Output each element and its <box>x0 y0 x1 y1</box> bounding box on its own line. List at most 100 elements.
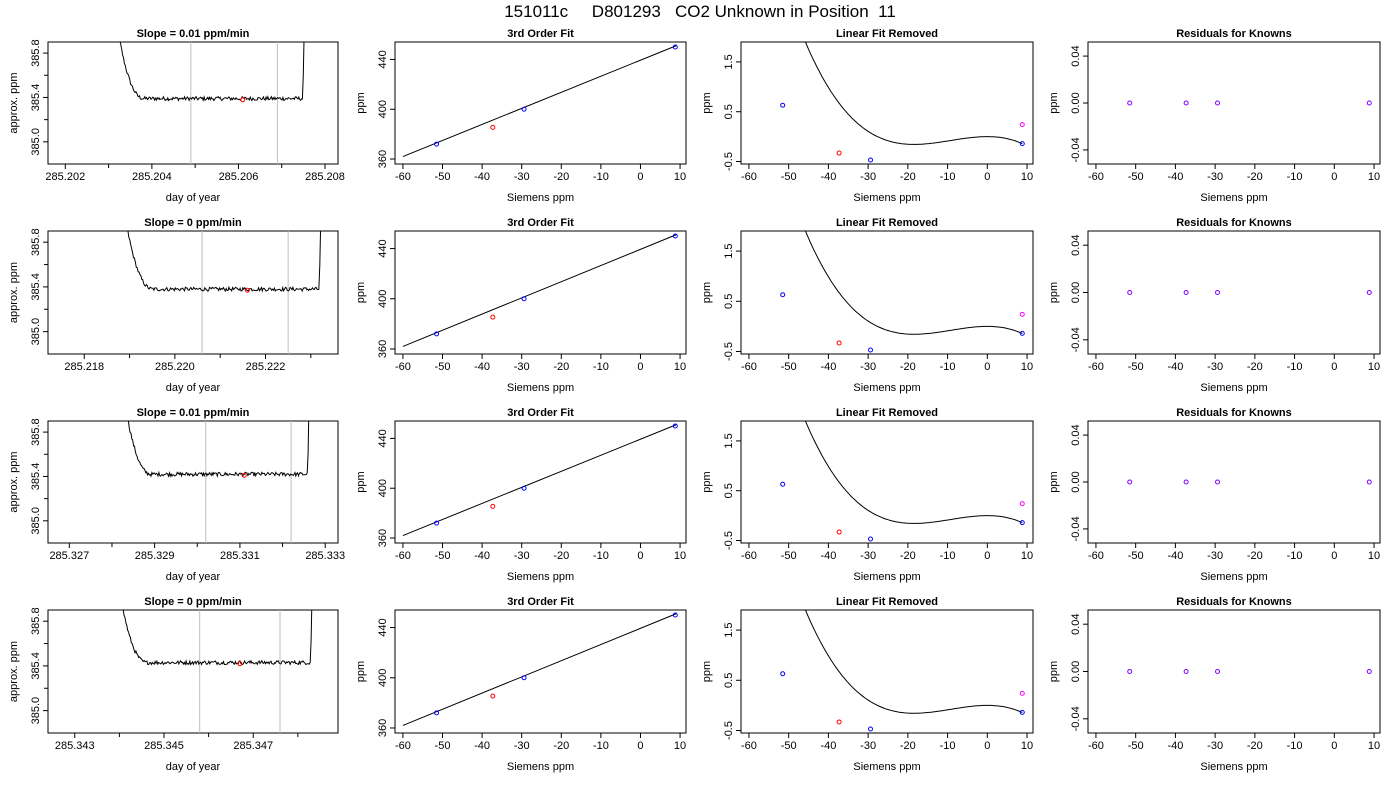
x-tick-label: -60 <box>1088 171 1104 183</box>
x-tick-label: -20 <box>900 740 916 752</box>
y-tick-label: 400 <box>377 669 389 687</box>
y-tick-label: 400 <box>377 290 389 308</box>
x-tick-label: 285.218 <box>64 361 104 373</box>
residual-point <box>1215 100 1221 106</box>
x-axis-label: Siemens ppm <box>507 382 574 394</box>
panel-title: Residuals for Knowns <box>1176 407 1292 419</box>
x-tick-label: -40 <box>820 171 836 183</box>
x-axis-label: Siemens ppm <box>507 761 574 773</box>
x-tick-label: -20 <box>1247 740 1263 752</box>
x-tick-label: -60 <box>741 171 757 183</box>
x-tick-label: -30 <box>514 550 530 562</box>
panel-frame <box>740 609 1034 734</box>
panel-frame <box>47 609 339 734</box>
y-tick-label: 0.00 <box>1070 661 1082 682</box>
x-axis-label: day of year <box>166 192 221 204</box>
mean-point <box>241 472 247 478</box>
y-tick-label: -0.5 <box>723 342 735 361</box>
fit-line <box>402 613 677 726</box>
y-tick-label: 440 <box>377 618 389 636</box>
x-tick-label: -30 <box>1207 171 1223 183</box>
fit-line <box>402 234 677 347</box>
known-point <box>868 726 874 732</box>
x-tick-label: -30 <box>514 171 530 183</box>
fit-line <box>402 424 677 536</box>
x-tick-label: 10 <box>1021 361 1033 373</box>
unknown-point <box>490 693 496 699</box>
residual-point <box>1127 479 1133 485</box>
known-point <box>868 157 874 163</box>
x-tick-label: -60 <box>395 361 411 373</box>
y-tick-label: -0.04 <box>1070 137 1082 162</box>
x-tick-label: -40 <box>1167 550 1183 562</box>
panel-title: Linear Fit Removed <box>836 596 938 608</box>
unknown-point <box>836 150 842 156</box>
x-axis-label: day of year <box>166 382 221 394</box>
y-axis-label: ppm <box>355 92 367 113</box>
mean-point <box>240 97 246 103</box>
x-tick-label: 0 <box>984 550 990 562</box>
x-axis-label: Siemens ppm <box>1200 192 1267 204</box>
y-axis-label: ppm <box>1048 471 1060 492</box>
y-axis-label: ppm <box>701 282 713 303</box>
x-tick-label: 285.206 <box>219 171 259 183</box>
y-tick-label: 0.5 <box>723 673 735 688</box>
panel-title: 3rd Order Fit <box>507 217 574 229</box>
x-axis-label: day of year <box>166 571 221 583</box>
y-tick-label: 385.8 <box>30 228 42 256</box>
x-tick-label: -40 <box>474 740 490 752</box>
x-tick-label: 285.345 <box>144 740 184 752</box>
y-tick-label: -0.04 <box>1070 516 1082 541</box>
x-tick-label: -10 <box>593 550 609 562</box>
x-tick-label: -60 <box>741 361 757 373</box>
known-point <box>1019 330 1025 336</box>
x-tick-label: 0 <box>637 550 643 562</box>
residual-point <box>1127 669 1133 674</box>
known-point <box>1019 520 1025 526</box>
panel-frame <box>394 609 687 734</box>
y-tick-label: 1.5 <box>723 54 735 69</box>
x-tick-label: 285.222 <box>246 361 286 373</box>
unknown-point <box>836 340 842 346</box>
y-tick-label: 385.0 <box>30 697 42 725</box>
x-axis-label: Siemens ppm <box>1200 382 1267 394</box>
y-tick-label: 0.04 <box>1070 234 1082 255</box>
known-point <box>672 44 678 50</box>
x-tick-label: -30 <box>1207 550 1223 562</box>
y-tick-label: -0.04 <box>1070 706 1082 731</box>
y-tick-label: 385.0 <box>30 128 42 156</box>
x-tick-label: 0 <box>984 740 990 752</box>
x-tick-label: 10 <box>1021 171 1033 183</box>
ppm-trace <box>122 610 313 666</box>
y-axis-label: approx. ppm <box>8 451 20 512</box>
y-axis-label: ppm <box>701 92 713 113</box>
x-tick-label: 0 <box>984 361 990 373</box>
residual-point <box>1127 290 1133 295</box>
x-tick-label: -20 <box>900 550 916 562</box>
residual-point <box>1366 100 1372 106</box>
x-tick-label: -40 <box>1167 361 1183 373</box>
x-tick-label: -50 <box>781 550 797 562</box>
known-point <box>434 710 440 716</box>
x-tick-label: 0 <box>1331 361 1337 373</box>
x-tick-label: 285.347 <box>233 740 273 752</box>
y-axis-label: ppm <box>701 661 713 682</box>
x-tick-label: -30 <box>860 550 876 562</box>
x-tick-label: 0 <box>1331 550 1337 562</box>
y-axis-label: ppm <box>701 471 713 492</box>
x-tick-label: 0 <box>984 171 990 183</box>
panel-title: Slope = 0.01 ppm/min <box>137 407 250 419</box>
x-tick-label: -60 <box>395 740 411 752</box>
x-tick-label: 285.208 <box>305 171 345 183</box>
y-tick-label: 440 <box>377 239 389 257</box>
panel-title: Slope = 0 ppm/min <box>144 596 242 608</box>
panel-frame <box>394 41 687 165</box>
x-tick-label: -50 <box>1128 740 1144 752</box>
residual-point <box>1366 479 1372 485</box>
x-tick-label: 0 <box>637 361 643 373</box>
known-point <box>672 233 678 239</box>
y-axis-label: ppm <box>355 282 367 303</box>
panel-frame <box>47 420 339 544</box>
y-axis-label: approx. ppm <box>8 72 20 133</box>
x-tick-label: 0 <box>637 740 643 752</box>
